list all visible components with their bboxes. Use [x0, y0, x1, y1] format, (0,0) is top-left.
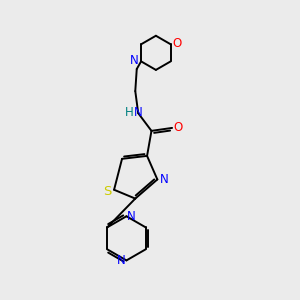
Text: N: N [117, 254, 125, 267]
Text: N: N [160, 173, 168, 186]
Text: N: N [130, 54, 139, 67]
Text: O: O [172, 37, 182, 50]
Text: O: O [173, 122, 183, 134]
Text: S: S [103, 185, 112, 198]
Text: N: N [128, 210, 136, 223]
Text: N: N [134, 106, 142, 119]
Text: H: H [125, 106, 134, 119]
